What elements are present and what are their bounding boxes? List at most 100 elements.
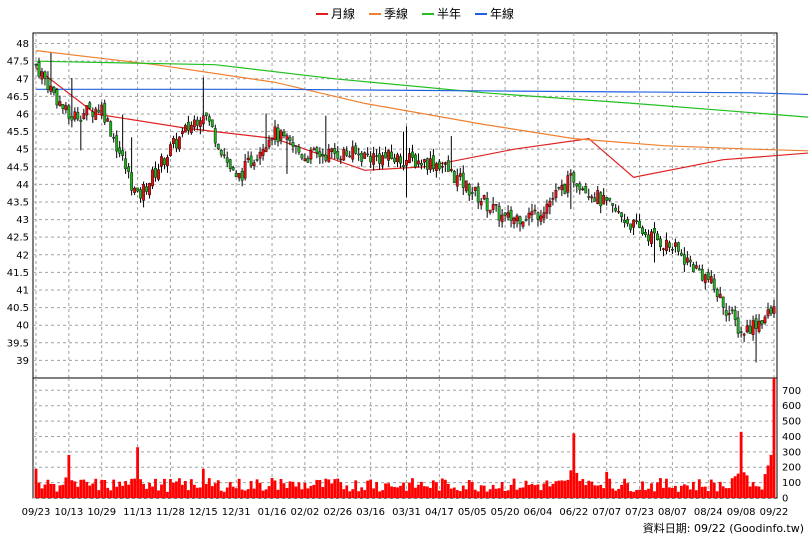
candle-up [178, 136, 181, 150]
candle-down [324, 154, 328, 161]
candle-down [414, 154, 417, 168]
candle-up [40, 71, 44, 80]
volume-bar [629, 491, 632, 498]
volume-bar [103, 479, 107, 498]
candle-up [142, 184, 145, 201]
candle-up [151, 169, 154, 187]
volume-bar [581, 479, 585, 498]
candle-up [763, 316, 767, 324]
date-tick-label: 05/20 [491, 507, 520, 518]
candle-down [345, 150, 349, 156]
ma-line-1 [35, 50, 808, 152]
candle-down [175, 138, 178, 149]
volume-bar [587, 480, 591, 498]
volume-bar [632, 491, 635, 498]
date-tick-label: 08/24 [694, 507, 723, 518]
candle-up [237, 172, 241, 179]
candle-down [420, 163, 423, 166]
candle-up [58, 101, 62, 106]
candle-down [207, 116, 211, 122]
candle-down [112, 137, 116, 139]
volume-bar [488, 489, 492, 498]
price-tick-label: 43.5 [7, 197, 29, 208]
price-tick-label: 45.5 [7, 127, 29, 138]
ma-line-3 [36, 88, 808, 96]
volume-bar [178, 478, 181, 498]
volume-tick-label: 400 [782, 432, 801, 443]
volume-bar [133, 478, 136, 498]
volume-bar [148, 482, 151, 498]
volume-bar [384, 483, 387, 498]
candle-up [560, 185, 564, 191]
volume-bar [626, 483, 629, 498]
volume-bar [485, 491, 489, 498]
volume-bar [273, 480, 277, 498]
candle-up [49, 85, 53, 92]
candle-up [665, 239, 668, 251]
volume-bar [375, 482, 379, 498]
volume-bar [225, 487, 229, 498]
volume-bar [315, 479, 319, 498]
candle-down [127, 166, 131, 172]
volume-bar [500, 482, 504, 498]
candle-down [644, 231, 647, 235]
candle-up [482, 195, 486, 200]
candle-up [387, 150, 390, 161]
volume-bar [554, 481, 558, 498]
volume-bar [321, 487, 325, 498]
candle-down [736, 317, 740, 334]
candle-down [608, 197, 612, 201]
volume-bar [476, 491, 480, 498]
date-tick-label: 12/31 [222, 507, 251, 518]
volume-bar [727, 488, 731, 498]
volume-bar [354, 480, 358, 498]
candle-up [243, 160, 247, 179]
candle-up [106, 118, 110, 122]
date-tick-label: 02/26 [323, 507, 352, 518]
volume-bar [694, 490, 698, 498]
candle-down [231, 167, 235, 171]
candle-down [611, 203, 615, 206]
volume-bar [455, 490, 459, 498]
candle-up [506, 212, 510, 218]
volume-bar [186, 490, 190, 498]
candle-down [52, 86, 56, 93]
candle-down [61, 104, 65, 109]
volume-bar [252, 488, 256, 498]
price-tick-label: 39.5 [7, 338, 29, 349]
volume-bar [381, 490, 384, 498]
volume-bar [617, 488, 621, 498]
volume-bar [560, 480, 564, 498]
volume-bar [431, 480, 435, 498]
volume-bar [345, 485, 349, 498]
volume-bar [318, 480, 322, 498]
volume-bar [85, 481, 89, 498]
volume-bar [644, 490, 647, 498]
candle-up [548, 200, 552, 208]
volume-bar [446, 483, 450, 498]
volume-bar [443, 479, 447, 498]
volume-bar [228, 482, 232, 498]
candle-up [443, 163, 447, 165]
volume-bar [682, 484, 686, 498]
candle-down [136, 187, 139, 192]
volume-bar [112, 479, 116, 498]
volume-bar [423, 486, 426, 498]
ma-line-2 [35, 60, 808, 118]
candle-up [172, 138, 175, 145]
legend-label-0: 月線 [331, 6, 355, 21]
volume-bar [530, 483, 534, 498]
candle-down [623, 220, 627, 223]
volume-bar [43, 484, 47, 498]
volume-bar [482, 485, 486, 498]
volume-bar [276, 489, 280, 498]
candle-up [554, 189, 558, 199]
date-tick-label: 07/07 [592, 507, 621, 518]
price-tick-label: 44 [16, 180, 29, 191]
volume-bar [479, 485, 483, 498]
volume-bar [396, 487, 399, 498]
volume-bar [61, 484, 65, 498]
candle-down [688, 259, 692, 263]
candle-down [276, 127, 280, 143]
volume-bar [545, 480, 549, 498]
